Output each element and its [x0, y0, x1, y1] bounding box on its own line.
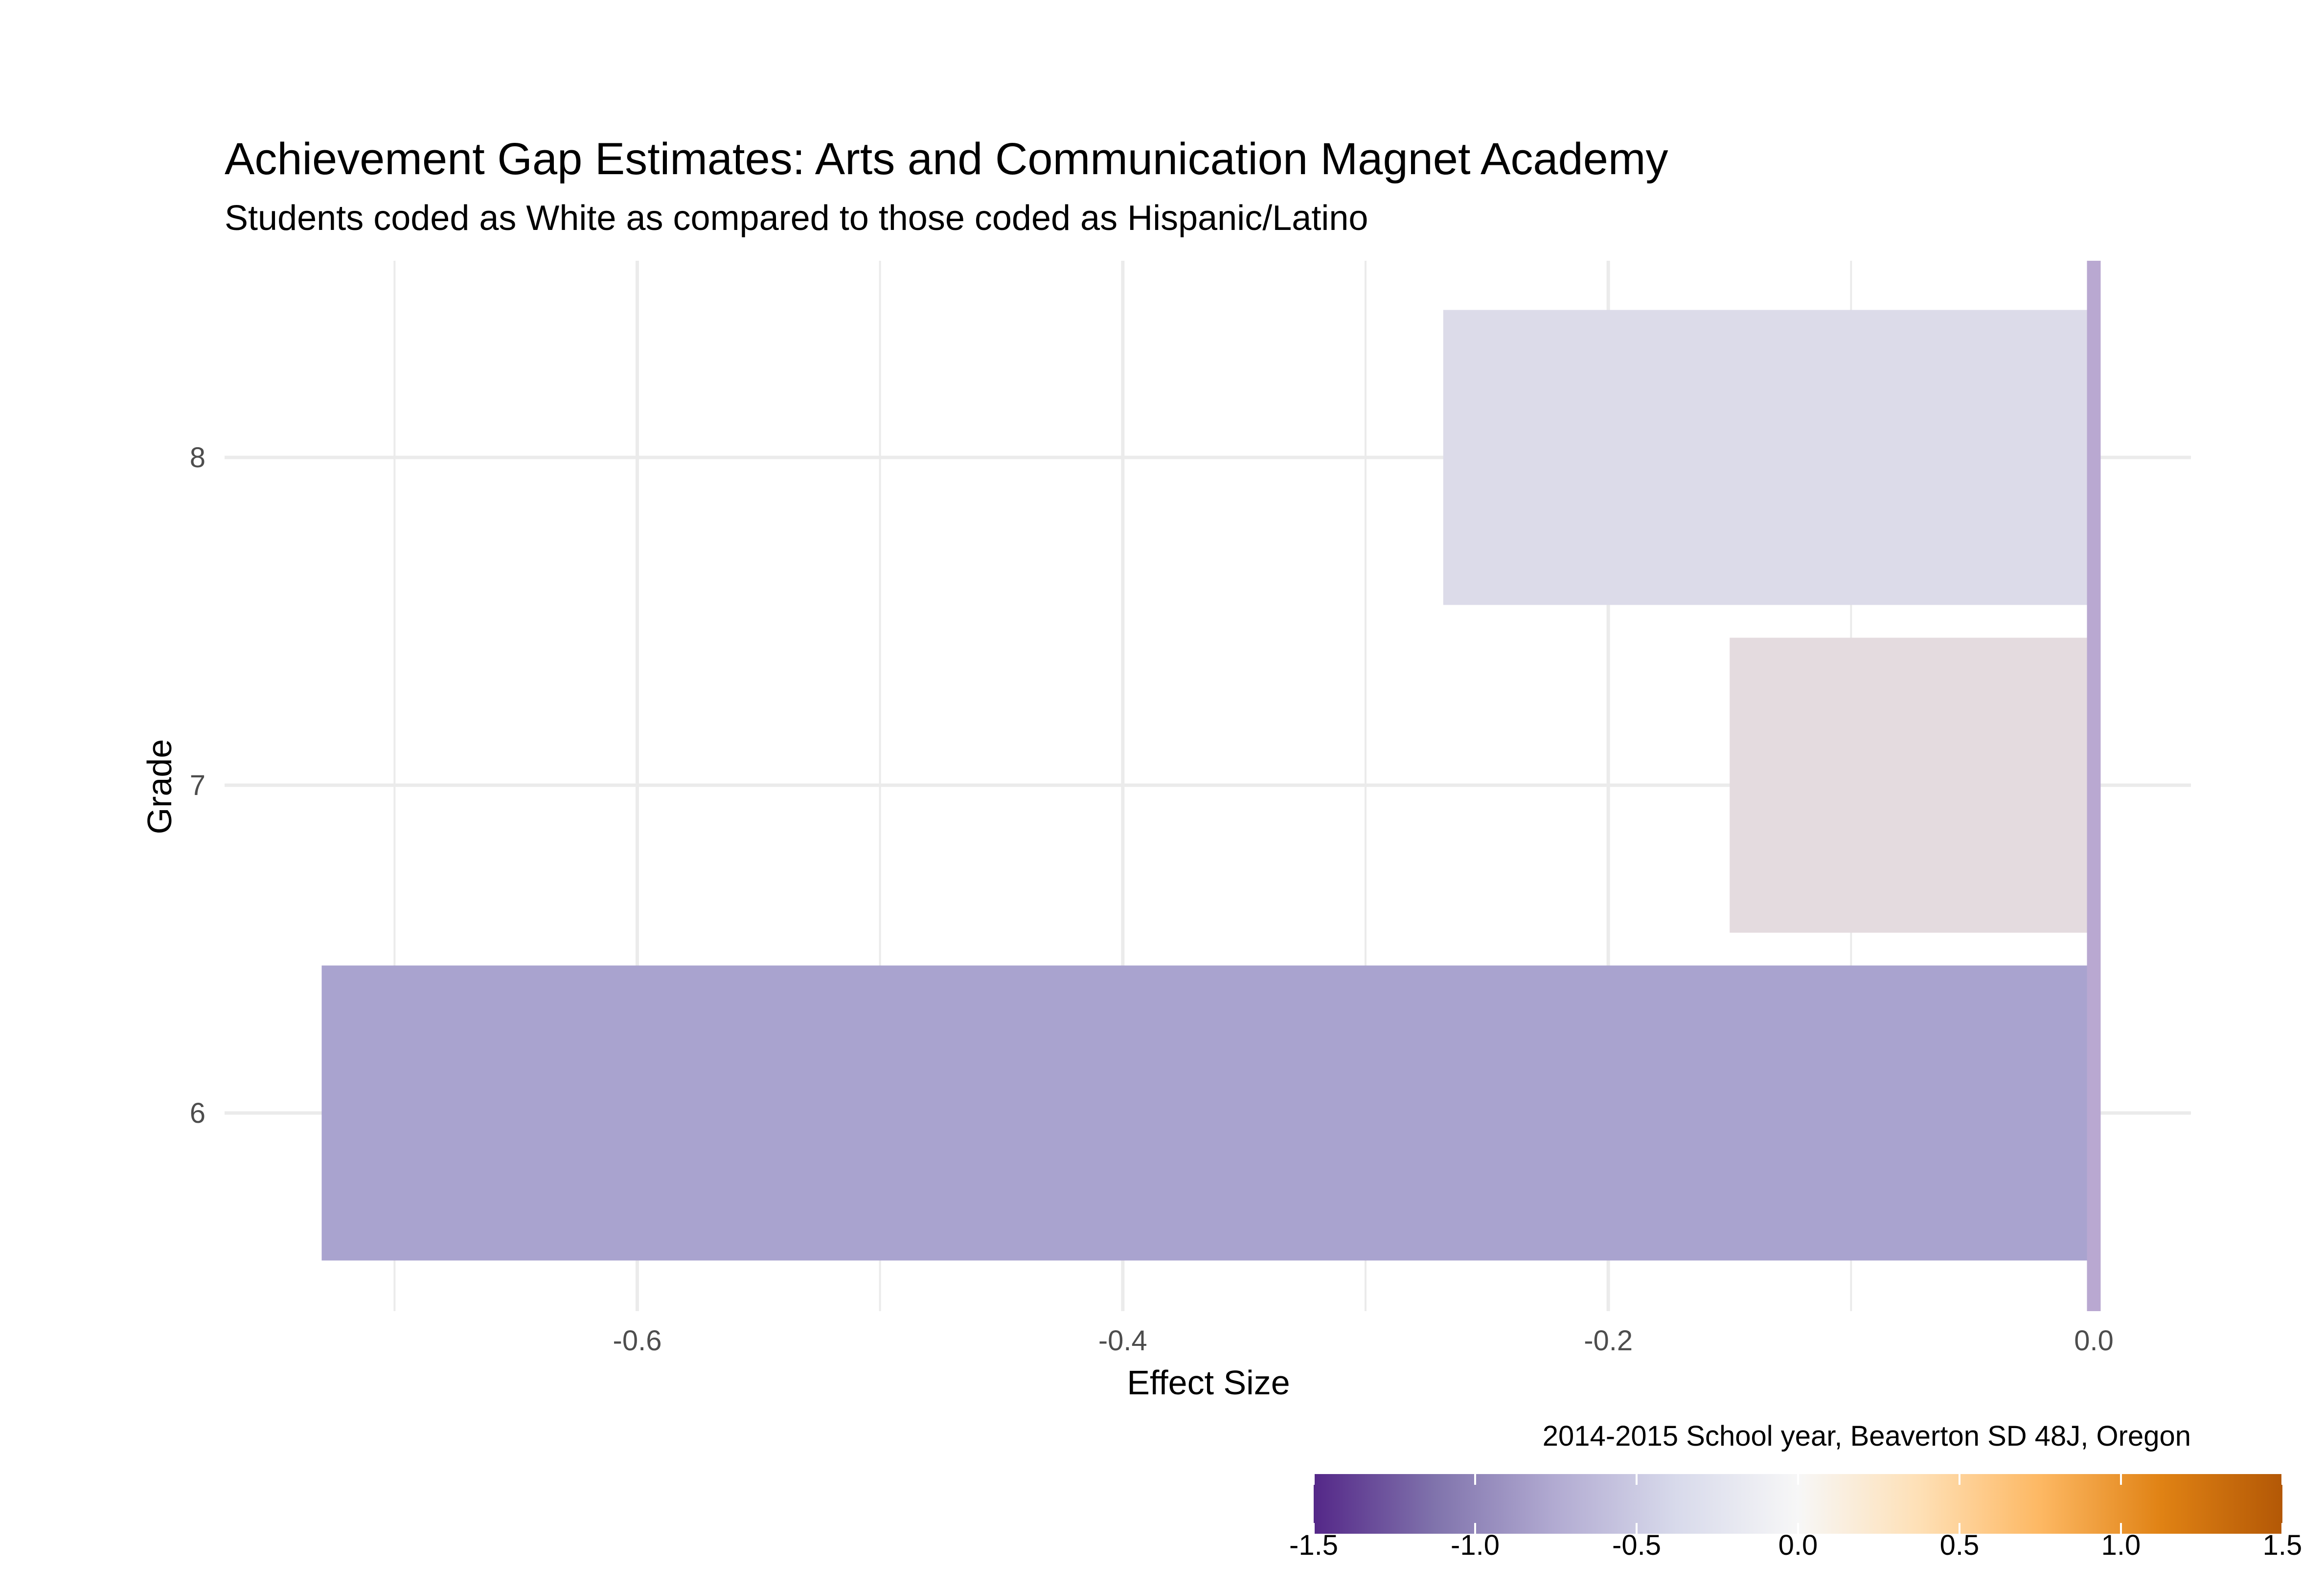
chart-caption: 2014-2015 School year, Beaverton SD 48J,…: [1543, 1420, 2191, 1452]
x-axis-label: Effect Size: [1127, 1363, 1290, 1402]
legend-tick-label: -0.5: [1612, 1529, 1661, 1561]
y-tick-label: 6: [190, 1097, 205, 1129]
x-tick-label: 0.0: [2074, 1325, 2114, 1357]
y-tick-label: 8: [190, 442, 205, 474]
y-axis: 6 7 8: [190, 442, 205, 1129]
chart-subtitle: Students coded as White as compared to t…: [225, 199, 1368, 238]
legend-tick-label: 0.5: [1940, 1529, 1980, 1561]
x-tick-label: -0.6: [613, 1325, 662, 1357]
legend-tick-label: 0.0: [1778, 1529, 1818, 1561]
bar-grade-8: [1443, 310, 2094, 605]
bar-grade-7: [1730, 637, 2094, 933]
y-axis-label: Grade: [140, 739, 179, 835]
bar-grade-6: [321, 965, 2094, 1261]
y-tick-label: 7: [190, 770, 205, 801]
x-tick-label: -0.4: [1098, 1325, 1147, 1357]
color-legend: -1.5 -1.0 -0.5 0.0 0.5 1.0 1.5: [1289, 1474, 2302, 1561]
legend-tick-label: -1.0: [1451, 1529, 1500, 1561]
bars: [321, 310, 2094, 1261]
legend-tick-label: -1.5: [1289, 1529, 1338, 1561]
x-axis: -0.6 -0.4 -0.2 0.0: [613, 1325, 2114, 1357]
chart-title: Achievement Gap Estimates: Arts and Comm…: [225, 134, 1668, 184]
legend-tick-label: 1.5: [2263, 1529, 2302, 1561]
x-tick-label: -0.2: [1584, 1325, 1633, 1357]
legend-tick-label: 1.0: [2101, 1529, 2141, 1561]
